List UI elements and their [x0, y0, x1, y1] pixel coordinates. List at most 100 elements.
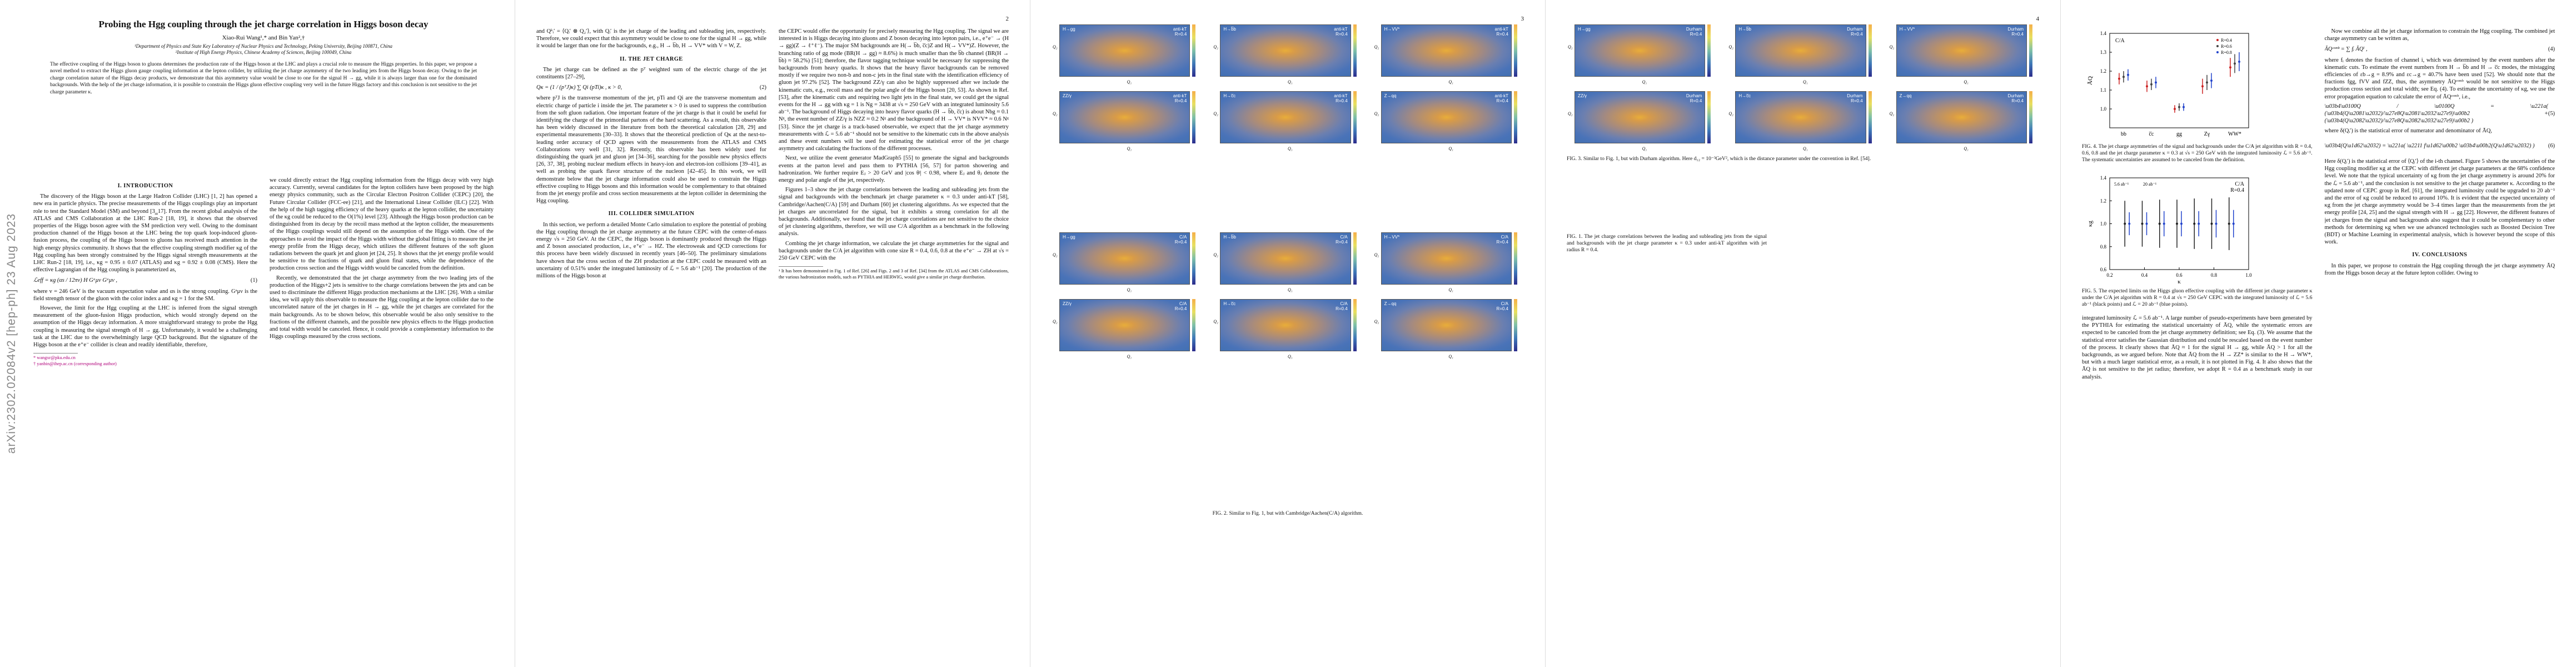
panel-label: H→VV* [1899, 27, 1915, 32]
paragraph: Now we combine all the jet charge inform… [2324, 28, 2555, 42]
x-axis-label: Q₁ [1964, 79, 1969, 84]
paragraph: where fᵢ denotes the fraction of channel… [2324, 57, 2555, 100]
data-point [2158, 222, 2161, 225]
data-point [2215, 222, 2218, 225]
figure-1: H→gg anti-kT R=0.4 Q₂ Q₁ H→b̅b anti-kT R=0.4 Q… [1052, 22, 1524, 156]
page-number: 2 [1005, 16, 1009, 22]
paragraph: Combing the jet charge information, we c… [779, 240, 1009, 262]
y-axis-label: κg [2087, 220, 2094, 227]
heatmap-panel: H→c̅c C/A R=0.4 Q₂ Q₁ [1212, 297, 1363, 359]
paragraph: where pᵀJ is the transverse momentum of … [536, 95, 766, 205]
panel-label: ZZ/γ [1063, 93, 1072, 98]
data-point [2145, 222, 2148, 225]
data-point [2150, 83, 2153, 86]
heatmap-plot: H→VV* anti-kT R=0.4 [1381, 24, 1512, 77]
heatmap-plot: H→b̅b anti-kT R=0.4 [1220, 24, 1351, 77]
heatmap-plot: Z→qq C/A R=0.4 [1381, 299, 1512, 351]
heatmap-plot: H→c̅c anti-kT R=0.4 [1220, 91, 1351, 143]
paragraph: where v = 246 GeV is the vacuum expectat… [33, 288, 257, 302]
paragraph: the CEPC would offer the opportunity for… [779, 28, 1009, 152]
colorbar [1192, 299, 1196, 351]
page-5: 1.0 1.1 1.2 1.3 1.4 bb c̅c gg Zγ WW* ĀQ C/A R=0.4 R=0… [2061, 0, 2576, 667]
data-point [2128, 222, 2131, 225]
x-axis-label: Q₁ [1448, 79, 1453, 84]
heatmap-panel: H→VV* Durham R=0.4 Q₂ Q₁ [1889, 22, 2039, 84]
paragraph: Figures 1–3 show the jet charge correlat… [779, 187, 1009, 237]
y-tick-label: 1.3 [2100, 49, 2107, 55]
legend-label: 5.6 ab⁻¹ [2114, 182, 2129, 187]
data-point [2193, 222, 2196, 225]
equation-2: Qκ = (1 / (pᵀJ)κ) ∑ Qi (pTi)κ , κ > 0, (2… [536, 84, 766, 91]
colorbar [1192, 91, 1196, 143]
heatmap-plot: H→gg C/A R=0.4 [1059, 232, 1190, 285]
equation-6: \u03b4(Q\u1d62\u2032) = \u221a( \u2211 f… [2324, 143, 2555, 150]
panel-label: H→VV* [1384, 235, 1400, 240]
legend-marker [2216, 45, 2219, 47]
algorithm-label: Durham R=0.4 [1847, 27, 1863, 37]
heatmap-plot: H→VV* Durham R=0.4 [1896, 24, 2027, 77]
heatmap-panel: ZZ/γ C/A R=0.4 Q₂ Q₁ [1052, 297, 1202, 359]
algorithm-label: Durham R=0.4 [1686, 93, 1702, 103]
data-point [2180, 222, 2183, 225]
data-point [2118, 77, 2120, 80]
y-axis-label: Q₂ [1374, 252, 1379, 257]
page-3: 3 H→gg anti-kT R=0.4 Q₂ Q₁ H→b̅b anti-kT R=0.… [1030, 0, 1546, 667]
y-axis-label: Q₂ [1728, 111, 1733, 116]
page-number: 3 [1521, 16, 1524, 22]
data-point [2210, 79, 2213, 82]
arxiv-stamp: arXiv:2302.02084v2 [hep-ph] 23 Aug 2023 [4, 0, 21, 667]
y-tick-label: 1.0 [2100, 106, 2107, 112]
data-point [2141, 222, 2144, 225]
heatmap-panel: ZZ/γ Durham R=0.4 Q₂ Q₁ [1567, 89, 1717, 151]
data-point [2183, 106, 2185, 108]
heatmap-panel: ZZ/γ anti-kT R=0.4 Q₂ Q₁ [1052, 89, 1202, 151]
colorbar [1192, 24, 1196, 77]
paragraph: In this paper, we propose to constrain t… [2324, 262, 2555, 276]
y-axis-label: Q₂ [1889, 111, 1895, 116]
section-heading-jet-charge: II. THE JET CHARGE [620, 56, 683, 62]
footnote-email-1[interactable]: * wangxr@pku.edu.cn [33, 355, 76, 361]
x-axis-label: κ [2178, 278, 2181, 283]
equation-4: ĀQᶜᵒᵐᵇ = ∑ fᵢ ĀQⁱ , (4) [2324, 46, 2555, 53]
y-axis-label: Q₂ [1374, 44, 1379, 49]
data-point [2122, 76, 2125, 78]
chart-annotation: C/A [2115, 38, 2125, 44]
x-axis-label: Q₁ [1287, 354, 1293, 359]
footnotes: * wangxr@pku.edu.cn † yanbin@ihep.ac.cn … [33, 353, 257, 367]
heatmap-panel: H→c̅c anti-kT R=0.4 Q₂ Q₁ [1212, 89, 1363, 151]
panel-label: H→b̅b [1738, 27, 1752, 32]
y-axis-label: Q₂ [1213, 111, 1218, 116]
figure-4-chart: 1.0 1.1 1.2 1.3 1.4 bb c̅c gg Zγ WW* ĀQ C/A R=0.4 R=0… [2082, 28, 2313, 139]
colorbar [1192, 232, 1196, 285]
paper-title: Probing the Hgg coupling through the jet… [98, 19, 428, 29]
panel-label: Z→qq [1384, 93, 1397, 98]
algorithm-label: C/A R=0.4 [1336, 301, 1348, 311]
panel-label: H→c̅c [1223, 301, 1236, 306]
heatmap-panel: H→gg anti-kT R=0.4 Q₂ Q₁ [1052, 22, 1202, 84]
algorithm-label: C/A R=0.4 [1496, 301, 1508, 311]
y-tick-label: 1.4 [2100, 31, 2107, 36]
colorbar [1707, 24, 1711, 77]
page1-column-right: we could directly extract the Hgg coupli… [270, 177, 494, 650]
chart-annotation: C/A [2235, 181, 2244, 187]
paragraph: integrated luminosity ℒ = 5.6 ab⁻¹. A la… [2082, 315, 2313, 380]
abstract: The effective coupling of the Higgs boso… [50, 61, 477, 95]
heatmap-plot: H→b̅b C/A R=0.4 [1220, 232, 1351, 285]
footnote-email-2[interactable]: † yanbin@ihep.ac.cn (corresponding autho… [33, 361, 117, 366]
algorithm-label: Durham R=0.4 [2007, 93, 2024, 103]
heatmap-panel: H→b̅b C/A R=0.4 Q₂ Q₁ [1212, 230, 1363, 292]
panel-label: H→b̅b [1223, 235, 1237, 240]
data-point [2155, 81, 2157, 84]
x-tick-label: 0.2 [2106, 272, 2112, 278]
x-axis-label: Q₁ [1287, 146, 1293, 151]
algorithm-label: C/A R=0.4 [1336, 235, 1348, 245]
heatmap-panel: H→gg Durham R=0.4 Q₂ Q₁ [1567, 22, 1717, 84]
x-tick-label: WW* [2228, 131, 2241, 137]
plot-frame [2109, 177, 2249, 270]
x-tick-label: 0.4 [2141, 272, 2148, 278]
figure-5-chart: 0.6 0.8 1.0 1.2 1.4 0.2 0.4 0.6 0.8 1.0 κ κg C/A R=0.… [2082, 172, 2313, 283]
paragraph: Recently, we demonstrated that the jet c… [270, 275, 494, 340]
figure-4-svg: 1.01.11.21.31.4bb c̅c gg Zγ WW*ĀQC/A R=0.4R=0… [2087, 31, 2249, 137]
page-1: arXiv:2302.02084v2 [hep-ph] 23 Aug 2023 … [0, 0, 515, 667]
figure-5-caption: FIG. 5. The expected limits on the Higgs… [2082, 288, 2313, 307]
